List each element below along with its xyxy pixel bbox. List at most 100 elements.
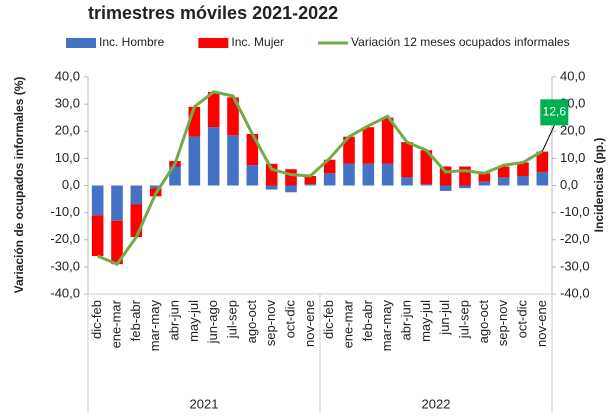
x-tick-label: dic-feb <box>321 300 336 339</box>
bar <box>459 166 471 186</box>
x-tick-label: jul-sep <box>456 300 471 339</box>
x-tick-label: sep-nov <box>263 300 278 347</box>
bar <box>188 136 201 186</box>
bar <box>362 127 375 164</box>
bar <box>207 127 220 186</box>
y-tick-label: 10,0 <box>55 150 80 165</box>
bar <box>227 97 239 136</box>
bar <box>91 185 104 216</box>
bar <box>304 176 317 185</box>
bar <box>536 151 549 172</box>
bar <box>323 173 336 186</box>
bar <box>497 166 510 178</box>
bar <box>265 163 278 186</box>
bar <box>497 177 510 186</box>
y2-axis-label: Incidencias (pp.) <box>592 138 606 233</box>
x-tick-label: nov-ene <box>302 300 317 347</box>
y2-tick-label: 10,0 <box>560 150 585 165</box>
legend-label: Inc. Hombre <box>99 35 165 49</box>
bar <box>304 184 317 186</box>
bar <box>381 163 394 186</box>
bar <box>130 204 143 238</box>
bar <box>517 162 529 177</box>
bar <box>536 171 549 186</box>
x-tick-label: nov-ene <box>534 300 549 347</box>
x-tick-label: mar-may <box>147 300 162 352</box>
y2-tick-label: 40,0 <box>560 68 585 83</box>
x-tick-label: jun-ago <box>205 300 220 344</box>
bar <box>285 185 297 193</box>
y-axis-label: Variación de ocupados informales (%) <box>12 77 26 294</box>
bar <box>285 169 297 186</box>
x-tick-label: abr-jun <box>166 300 181 340</box>
bar <box>130 185 143 205</box>
y2-tick-label: 0,0 <box>560 177 578 192</box>
y-tick-label: 0,0 <box>62 177 80 192</box>
y-tick-label: 20,0 <box>55 123 80 138</box>
x-tick-label: oct-dic <box>282 300 297 339</box>
chart-title: trimestres móviles 2021-2022 <box>88 3 338 23</box>
bar <box>188 106 201 137</box>
bar <box>91 215 104 257</box>
y-tick-label: -40,0 <box>50 285 80 300</box>
bar <box>149 185 162 189</box>
x-tick-label: ago-oct <box>244 300 259 344</box>
x-tick-label: may-jul <box>186 300 201 342</box>
legend-label: Variación 12 meses ocupados informales <box>351 35 570 49</box>
bar <box>111 220 123 265</box>
bar <box>439 185 452 191</box>
bar <box>439 166 452 186</box>
y-tick-label: -20,0 <box>50 231 80 246</box>
x-tick-label: oct-dic <box>514 300 529 339</box>
bar <box>246 133 259 166</box>
y2-tick-label: 20,0 <box>560 123 585 138</box>
bar <box>169 166 181 186</box>
x-tick-label: feb-abr <box>360 299 375 341</box>
legend-swatch <box>66 38 96 48</box>
x-tick-label: ene-mar <box>108 299 123 348</box>
bar <box>401 177 413 186</box>
x-tick-label: ago-oct <box>476 300 491 344</box>
value-label-box <box>540 99 569 126</box>
group-label: 2022 <box>422 396 451 411</box>
bar <box>227 135 239 186</box>
y2-tick-label: -40,0 <box>560 285 590 300</box>
legend-label: Inc. Mujer <box>231 35 284 49</box>
bar <box>478 181 491 186</box>
group-label: 2021 <box>190 396 219 411</box>
y-tick-label: -10,0 <box>50 204 80 219</box>
bar <box>478 173 491 182</box>
bar <box>343 163 355 186</box>
x-tick-label: abr-jun <box>398 300 413 340</box>
x-tick-label: ene-mar <box>340 299 355 348</box>
bar <box>459 185 471 189</box>
y2-tick-label: -20,0 <box>560 231 590 246</box>
x-tick-label: jul-sep <box>224 300 239 339</box>
bar <box>420 184 433 186</box>
bar <box>517 176 529 186</box>
line <box>97 90 544 267</box>
y2-tick-label: -10,0 <box>560 204 590 219</box>
legend-swatch <box>198 38 229 48</box>
bar <box>111 185 123 221</box>
x-tick-label: may-jul <box>418 300 433 342</box>
x-tick-label: jun-jul <box>437 300 452 336</box>
bar <box>401 142 413 178</box>
bar <box>420 150 433 185</box>
y-tick-label: 40,0 <box>55 68 80 83</box>
x-tick-label: mar-may <box>379 300 394 352</box>
x-tick-label: dic-feb <box>89 300 104 339</box>
bar <box>265 185 278 190</box>
bar <box>381 117 394 164</box>
bar <box>343 136 355 164</box>
bar <box>323 159 336 174</box>
x-tick-label: feb-abr <box>128 299 143 341</box>
bar <box>246 165 259 186</box>
bar <box>362 163 375 186</box>
y-tick-label: 30,0 <box>55 96 80 111</box>
bar <box>207 91 220 128</box>
y2-tick-label: -30,0 <box>560 258 590 273</box>
y-tick-label: -30,0 <box>50 258 80 273</box>
value-label: 12,6 <box>543 104 567 118</box>
